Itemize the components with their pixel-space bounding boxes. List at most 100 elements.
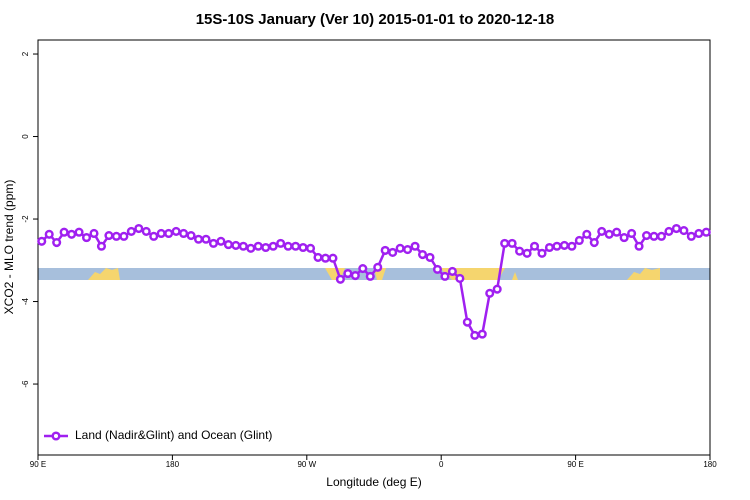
point — [261, 242, 271, 253]
point — [74, 227, 84, 237]
x-tick-label: 90 E — [567, 460, 583, 469]
point — [223, 240, 233, 250]
x-axis-label: Longitude (deg E) — [326, 475, 421, 489]
y-tick-label: -6 — [21, 380, 30, 388]
point — [149, 231, 159, 241]
point — [604, 229, 614, 239]
chart-title: 15S-10S January (Ver 10) 2015-01-01 to 2… — [196, 11, 555, 28]
point — [529, 241, 540, 251]
point — [485, 288, 495, 298]
x-tick-label: 180 — [703, 460, 717, 469]
point — [582, 229, 592, 239]
point — [641, 230, 652, 241]
point — [104, 230, 114, 241]
point — [119, 231, 129, 241]
x-tick-label: 180 — [166, 460, 180, 469]
point — [589, 237, 599, 248]
point — [365, 271, 375, 281]
point — [522, 248, 532, 258]
point — [52, 237, 62, 248]
point — [134, 223, 144, 234]
point — [343, 268, 353, 279]
point — [612, 227, 622, 237]
y-tick-label: -2 — [21, 215, 30, 223]
point — [96, 241, 107, 251]
point — [89, 228, 99, 239]
point — [171, 226, 181, 236]
point — [619, 233, 629, 243]
point — [634, 241, 644, 251]
point — [432, 264, 443, 274]
point — [492, 284, 502, 294]
point — [597, 226, 607, 236]
y-tick-label: 0 — [21, 134, 30, 139]
point — [291, 241, 301, 251]
point — [470, 330, 480, 340]
point — [216, 236, 226, 246]
point — [268, 241, 278, 251]
point — [208, 238, 219, 248]
point — [627, 228, 637, 239]
point — [358, 263, 368, 274]
point — [320, 253, 331, 263]
point — [179, 228, 189, 239]
point — [701, 227, 711, 237]
point — [81, 233, 92, 243]
point — [477, 329, 487, 339]
point — [126, 226, 136, 236]
land-patch — [88, 268, 120, 280]
plot-frame — [37, 39, 711, 456]
point — [440, 271, 450, 281]
point — [298, 242, 308, 253]
y-tick-label: 2 — [21, 51, 30, 56]
point — [447, 266, 457, 276]
point — [373, 262, 383, 272]
point — [552, 241, 562, 251]
point — [193, 234, 204, 244]
point — [425, 252, 435, 262]
point — [313, 252, 323, 262]
point — [328, 253, 338, 263]
legend-marker — [51, 431, 61, 441]
point — [649, 231, 659, 241]
land-patch — [627, 268, 660, 280]
point — [253, 241, 263, 251]
point — [37, 236, 47, 246]
point — [410, 241, 420, 251]
point — [686, 231, 696, 241]
point — [238, 241, 248, 251]
y-tick-label: -4 — [21, 297, 30, 305]
point — [276, 238, 286, 248]
point — [694, 228, 704, 239]
point — [515, 246, 525, 256]
point — [141, 226, 151, 236]
point — [67, 229, 77, 239]
point — [388, 247, 398, 258]
point — [500, 238, 510, 248]
point — [380, 245, 390, 255]
point — [462, 317, 472, 327]
point — [335, 274, 345, 284]
point — [350, 271, 360, 281]
point — [403, 245, 413, 255]
x-tick-label: 90 E — [30, 460, 46, 469]
x-tick-label: 90 W — [297, 460, 316, 469]
point — [574, 235, 584, 246]
land-patch — [512, 272, 518, 280]
point — [186, 230, 196, 241]
x-tick-label: 0 — [439, 460, 444, 469]
point — [537, 248, 547, 258]
point — [156, 228, 166, 239]
point — [455, 273, 465, 283]
point — [305, 243, 316, 253]
point — [164, 228, 174, 239]
point — [544, 242, 555, 253]
point — [231, 240, 241, 250]
point — [59, 227, 69, 237]
point — [671, 223, 681, 234]
point — [417, 249, 428, 260]
point — [559, 240, 569, 250]
point — [507, 238, 517, 248]
